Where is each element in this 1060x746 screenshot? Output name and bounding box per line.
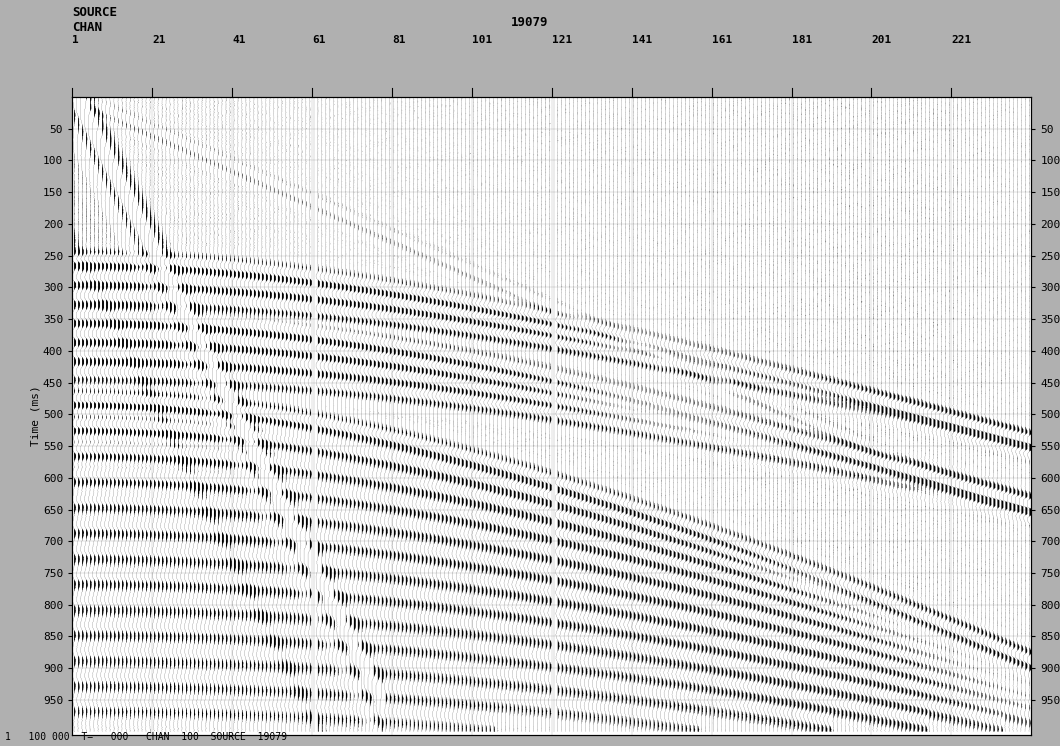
Text: 201: 201	[871, 35, 891, 45]
Text: 161: 161	[711, 35, 731, 45]
Text: SOURCE: SOURCE	[72, 6, 117, 19]
Text: 1: 1	[72, 35, 78, 45]
Text: 1   100 000  T=   000   CHAN  100  SOURCE  19079: 1 100 000 T= 000 CHAN 100 SOURCE 19079	[5, 733, 287, 742]
Text: 21: 21	[152, 35, 165, 45]
Text: 121: 121	[551, 35, 572, 45]
Text: 221: 221	[952, 35, 972, 45]
Text: 101: 101	[472, 35, 492, 45]
Text: 19079: 19079	[511, 16, 549, 29]
Text: 61: 61	[312, 35, 325, 45]
Text: 41: 41	[232, 35, 246, 45]
Text: 181: 181	[792, 35, 812, 45]
Y-axis label: Time (ms): Time (ms)	[30, 386, 40, 446]
Text: 141: 141	[632, 35, 652, 45]
Text: CHAN: CHAN	[72, 21, 102, 34]
Text: 81: 81	[392, 35, 405, 45]
